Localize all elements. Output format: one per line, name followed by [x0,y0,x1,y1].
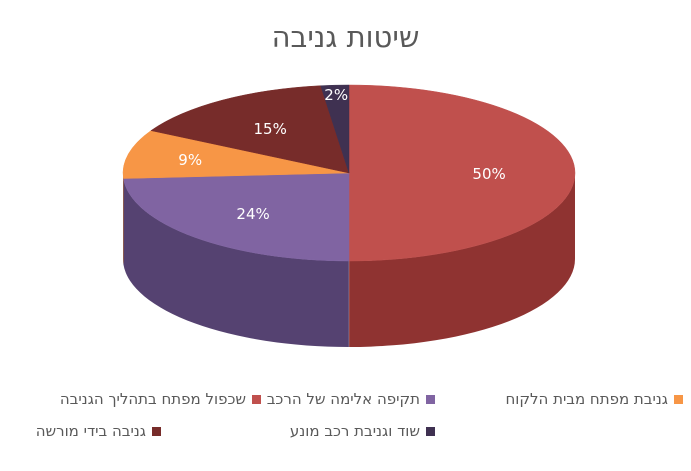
pie-chart: 50% 24% 9% 15% 2% [122,84,576,347]
legend-item-2: גניבת מפתח מבית הלקוח [505,390,683,408]
legend-label-4: שוד וגניבת רכב מונע [289,422,420,440]
legend-item-1: תקיפה אלימה של הרכב [267,390,435,408]
data-label-0: 50% [472,165,505,183]
data-label-3: 15% [254,120,287,138]
legend-swatch-1 [426,394,435,404]
legend-item-4: שוד וגניבת רכב מונע [290,422,435,440]
legend-label-2: גניבת מפתח מבית הלקוח [505,390,668,408]
chart-title: שיטות גניבה [271,20,420,54]
slice-2 [122,130,350,179]
data-label-4: 2% [324,86,348,104]
slice-0 [348,84,576,262]
legend-swatch-4 [426,426,435,436]
legend-swatch-0 [252,394,261,404]
legend-label-3: גניבה בידי מורשה [35,422,146,440]
slice-side-1 [123,178,349,347]
legend-item-3: גניבה בידי מורשה [36,422,161,440]
slice-side-0 [349,173,575,347]
legend-label-1: תקיפה אלימה של הרכב [266,390,420,408]
slice-4 [320,84,350,174]
legend-swatch-2 [674,394,683,404]
legend-label-0: שכפול מפתח בתהליך הגניבה [59,390,246,408]
data-label-2: 9% [178,151,202,169]
data-label-1: 24% [236,205,269,223]
slice-3 [150,85,350,174]
legend-swatch-3 [152,426,161,436]
legend: שכפול מפתח בתהליך הגניבה תקיפה אלימה של … [0,386,691,456]
legend-item-0: שכפול מפתח בתהליך הגניבה [60,390,261,408]
slice-1 [123,172,350,262]
